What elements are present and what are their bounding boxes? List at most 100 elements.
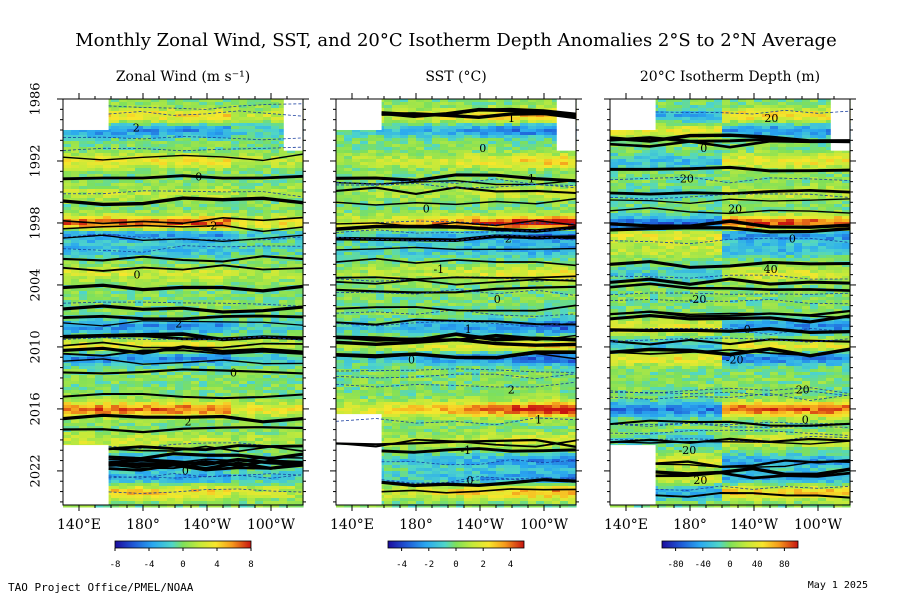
heatmap-cell [536, 129, 545, 133]
heatmap-cell [448, 162, 457, 166]
heatmap-cell [71, 153, 80, 157]
heatmap-cell [231, 186, 240, 190]
heatmap-cell [223, 171, 232, 175]
heatmap-cell [456, 123, 465, 127]
heatmap-cell [239, 189, 248, 193]
heatmap-cell [271, 354, 280, 358]
heatmap-cell [71, 207, 80, 211]
heatmap-cell [287, 432, 296, 436]
heatmap-cell [528, 153, 537, 157]
heatmap-cell [127, 135, 136, 139]
heatmap-cell [95, 252, 104, 256]
heatmap-cell [352, 159, 361, 163]
heatmap-cell [127, 390, 136, 394]
heatmap-cell [215, 246, 224, 250]
heatmap-cell [231, 435, 240, 439]
heatmap-cell [143, 339, 152, 343]
heatmap-cell [143, 504, 152, 508]
heatmap-cell [504, 99, 513, 103]
heatmap-cell [408, 99, 417, 103]
heatmap-cell [71, 360, 80, 364]
heatmap-cell [287, 414, 296, 418]
heatmap-cell [127, 405, 136, 409]
heatmap-cell [552, 138, 561, 142]
heatmap-cell [472, 162, 481, 166]
heatmap-cell [71, 381, 80, 385]
heatmap-cell [456, 162, 465, 166]
heatmap-cell [271, 345, 280, 349]
heatmap-cell [287, 324, 296, 328]
heatmap-cell [239, 180, 248, 184]
heatmap-cell [271, 207, 280, 211]
heatmap-cell [263, 225, 272, 229]
heatmap-cell [135, 363, 144, 367]
heatmap-cell [536, 135, 545, 139]
heatmap-cell [143, 147, 152, 151]
heatmap-cell [215, 201, 224, 205]
heatmap-cell [231, 210, 240, 214]
heatmap-cell [488, 117, 497, 121]
heatmap-cell [231, 450, 240, 454]
heatmap-cell [199, 306, 208, 310]
heatmap-cell [207, 153, 216, 157]
heatmap-cell [159, 279, 168, 283]
heatmap-cell [504, 102, 513, 106]
heatmap-cell [263, 303, 272, 307]
heatmap-cell [464, 168, 473, 172]
heatmap-cell [79, 225, 88, 229]
heatmap-cell [183, 117, 192, 121]
heatmap-cell [127, 168, 136, 172]
heatmap-cell [239, 279, 248, 283]
heatmap-cell [127, 258, 136, 262]
heatmap-cell [472, 147, 481, 151]
heatmap-cell [63, 366, 72, 370]
heatmap-cell [175, 360, 184, 364]
heatmap-cell [191, 357, 200, 361]
heatmap-cell [71, 327, 80, 331]
heatmap-cell [135, 405, 144, 409]
heatmap-cell [223, 294, 232, 298]
heatmap-cell [287, 321, 296, 325]
heatmap-cell [151, 273, 160, 277]
heatmap-cell [159, 294, 168, 298]
heatmap-cell [63, 435, 72, 439]
heatmap-cell [384, 138, 393, 142]
heatmap-cell [175, 171, 184, 175]
heatmap-cell [167, 438, 176, 442]
heatmap-cell [167, 186, 176, 190]
heatmap-cell [207, 150, 216, 154]
heatmap-cell [111, 501, 120, 505]
heatmap-cell [95, 159, 104, 163]
contour-label: 2 [133, 122, 140, 135]
heatmap-cell [159, 138, 168, 142]
heatmap-cell [95, 387, 104, 391]
heatmap-cell [255, 372, 264, 376]
heatmap-cell [175, 504, 184, 508]
heatmap-cell [215, 321, 224, 325]
heatmap-cell [279, 270, 288, 274]
heatmap-cell [215, 147, 224, 151]
heatmap-cell [520, 114, 529, 118]
heatmap-cell [71, 270, 80, 274]
heatmap-cell [440, 159, 449, 163]
heatmap-cell [167, 264, 176, 268]
heatmap-cell [71, 216, 80, 220]
heatmap-cell [143, 447, 152, 451]
heatmap-cell [103, 168, 112, 172]
heatmap-cell [344, 129, 353, 133]
heatmap-cell [135, 384, 144, 388]
heatmap-cell [119, 195, 128, 199]
heatmap-cell [536, 165, 545, 169]
heatmap-cell [103, 396, 112, 400]
heatmap-cell [496, 138, 505, 142]
heatmap-cell [79, 135, 88, 139]
heatmap-cell [255, 345, 264, 349]
heatmap-cell [368, 168, 377, 172]
heatmap-cell [87, 141, 96, 145]
heatmap-cell [71, 504, 80, 508]
heatmap-cell [167, 297, 176, 301]
heatmap-cell [223, 273, 232, 277]
x-axis: 140°E 180° 140°W 100°W [57, 93, 296, 533]
heatmap-cell [199, 252, 208, 256]
heatmap-cell [159, 315, 168, 319]
